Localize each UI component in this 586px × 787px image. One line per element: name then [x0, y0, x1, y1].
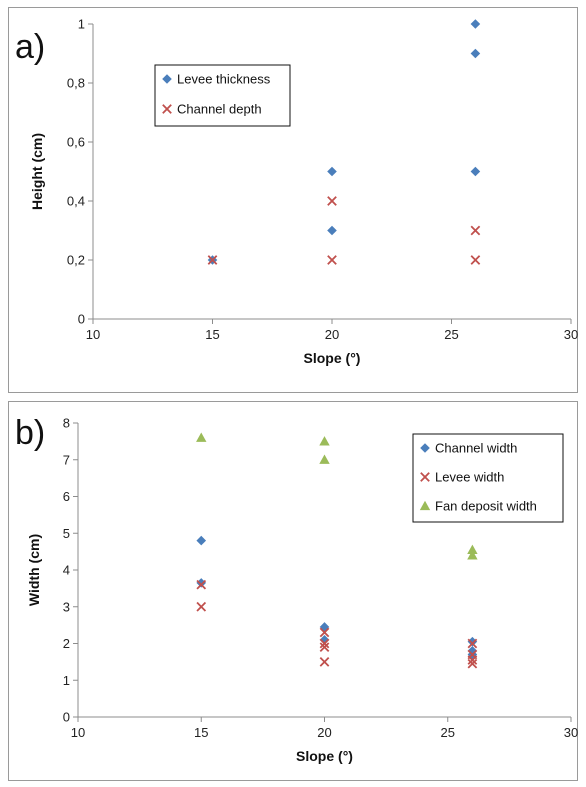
y-tick-label: 0: [78, 312, 85, 327]
data-point: [467, 636, 478, 647]
x-tick-label: 10: [71, 725, 85, 740]
data-point: [470, 48, 481, 59]
data-point: [319, 638, 330, 649]
legend-marker: [420, 472, 430, 482]
legend-marker: [162, 74, 172, 84]
legend: Levee thickness Channel depth: [154, 64, 291, 127]
data-point: [319, 657, 330, 667]
series-1: [196, 579, 478, 669]
y-tick-label: 0,8: [67, 76, 85, 91]
width-vs-slope-chart: b) 10 15 20 25 30 0 1 2 3 4 5 6 7 8 Slope (°) Width (cm)…: [15, 414, 578, 764]
x-tick-label: 15: [194, 725, 208, 740]
legend-entry-label: Channel depth: [177, 102, 262, 117]
data-point: [470, 19, 481, 29]
data-point-stroke: [467, 658, 478, 669]
y-tick-label: 6: [63, 489, 70, 504]
y-axis-title: Height (cm): [29, 133, 45, 210]
series-1: [207, 196, 481, 265]
x-axis-title: Slope (°): [304, 350, 361, 366]
data-point: [319, 454, 330, 464]
y-tick-label: 0,4: [67, 194, 85, 209]
data-point: [196, 578, 207, 588]
legend: Channel width Levee width Fan deposit widt…: [412, 433, 564, 523]
y-tick-label: 0: [63, 710, 70, 725]
data-point: [319, 642, 330, 653]
data-point: [327, 166, 337, 177]
legend-entry-label: Levee thickness: [177, 72, 271, 87]
data-point: [327, 225, 337, 236]
data-point-stroke: [319, 642, 330, 653]
x-tick-label: 15: [205, 327, 219, 342]
chart-panel-a: a) 10 15 20 25 30 0 0,2 0,4 0,6 0,8 1 Slope (°) Heigh…: [8, 7, 578, 393]
legend-entry-label: Channel width: [435, 441, 517, 456]
y-tick-label: 0,6: [67, 135, 85, 150]
data-point-stroke: [196, 579, 207, 590]
data-point: [319, 627, 330, 638]
legend-box: [412, 433, 564, 523]
data-point-stroke: [196, 601, 207, 612]
data-point-stroke: [467, 638, 478, 649]
data-point-stroke: [319, 627, 330, 638]
panel-label: b): [15, 414, 45, 452]
data-point-stroke: [470, 255, 481, 265]
y-axis-title: Width (cm): [26, 534, 42, 606]
x-axis-title: Slope (°): [296, 748, 353, 764]
data-point: [319, 436, 330, 446]
y-tick-label: 8: [63, 416, 70, 431]
legend-entry-label: Fan deposit width: [435, 499, 537, 514]
legend-marker: [419, 500, 431, 511]
data-point: [196, 432, 207, 442]
x-tick-label: 25: [444, 327, 458, 342]
legend-marker-stroke: [420, 472, 430, 482]
data-point: [467, 658, 478, 669]
data-point-stroke: [319, 638, 330, 649]
x-tick-label: 25: [441, 725, 455, 740]
y-tick-label: 1: [78, 17, 85, 32]
y-tick-label: 5: [63, 526, 70, 541]
data-point: [207, 255, 218, 265]
data-point: [196, 579, 207, 590]
height-vs-slope-chart: a) 10 15 20 25 30 0 0,2 0,4 0,6 0,8 1 Slope (°) Heigh…: [15, 17, 578, 367]
data-point: [467, 550, 478, 560]
data-point: [467, 544, 478, 554]
data-point: [196, 601, 207, 612]
data-point: [196, 535, 207, 546]
legend-marker: [162, 104, 172, 114]
series-0: [196, 535, 478, 660]
data-point-stroke: [467, 655, 478, 665]
data-point: [327, 255, 337, 265]
data-point: [319, 622, 330, 632]
data-point: [470, 166, 481, 177]
data-point-stroke: [327, 196, 337, 206]
y-tick-label: 0,2: [67, 253, 85, 268]
data-point: [470, 225, 481, 236]
chart-panel-b: b) 10 15 20 25 30 0 1 2 3 4 5 6 7 8 Slope (°) Width (cm)…: [8, 401, 578, 781]
legend-box: [154, 64, 291, 127]
legend-marker: [420, 443, 430, 453]
x-tick-label: 20: [325, 327, 339, 342]
series-2: [196, 432, 478, 560]
x-tick-label: 30: [564, 725, 578, 740]
y-tick-label: 3: [63, 599, 70, 614]
y-tick-label: 1: [63, 673, 70, 688]
data-point: [327, 196, 337, 206]
data-point: [470, 255, 481, 265]
y-tick-label: 7: [63, 452, 70, 467]
data-point: [467, 638, 478, 649]
data-point-stroke: [327, 255, 337, 265]
panel-label: a): [15, 28, 45, 66]
data-point-stroke: [207, 255, 218, 265]
x-tick-label: 20: [317, 725, 331, 740]
x-tick-label: 10: [86, 327, 100, 342]
y-tick-label: 4: [63, 563, 70, 578]
y-tick-label: 2: [63, 636, 70, 651]
x-tick-label: 30: [564, 327, 578, 342]
legend-entry-label: Levee width: [435, 470, 504, 485]
data-point: [319, 635, 330, 645]
data-point-stroke: [470, 225, 481, 236]
series-0: [207, 19, 481, 265]
legend-marker-stroke: [162, 104, 172, 114]
data-point-stroke: [319, 657, 330, 667]
data-point: [467, 655, 478, 665]
